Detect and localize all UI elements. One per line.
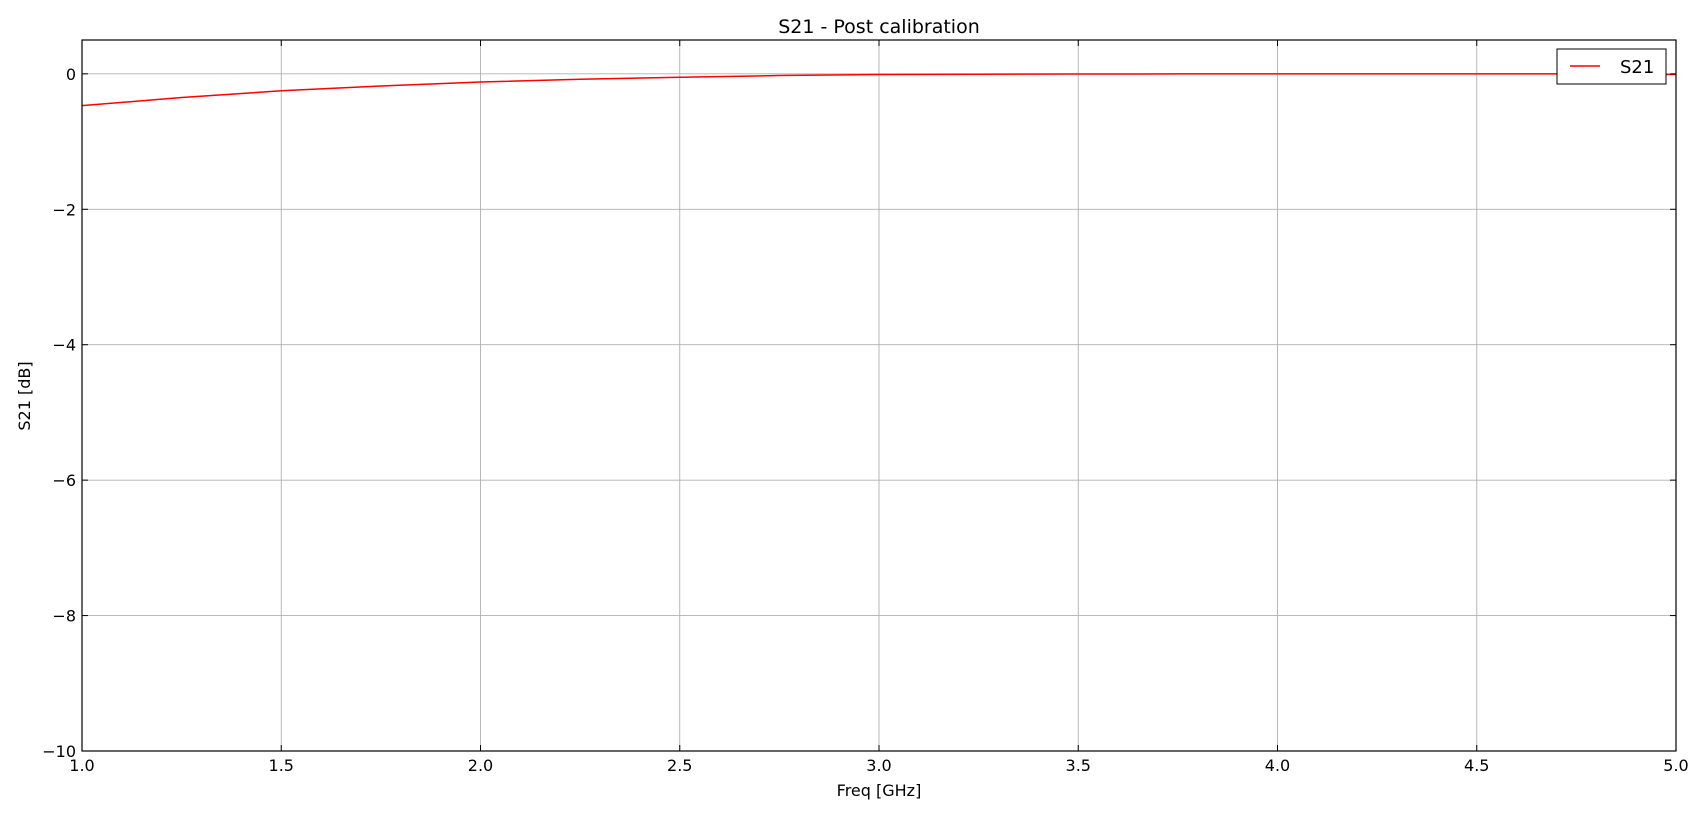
series-line-s21 bbox=[81, 73, 1677, 107]
x-tick-label: 3.5 bbox=[1066, 756, 1091, 775]
y-tick-label: −2 bbox=[52, 200, 76, 219]
y-tick-labels: 0 −2 −4 −6 −8 −10 bbox=[42, 65, 76, 761]
y-axis-label: S21 [dB] bbox=[15, 361, 34, 430]
x-axis-label: Freq [GHz] bbox=[837, 781, 922, 800]
x-tick-label: 4.5 bbox=[1464, 756, 1489, 775]
x-tick-label: 5.0 bbox=[1663, 756, 1688, 775]
y-tick-label: −4 bbox=[52, 336, 76, 355]
x-tick-labels: 1.0 1.5 2.0 2.5 3.0 3.5 4.0 4.5 5.0 bbox=[69, 756, 1688, 775]
plot-series bbox=[81, 73, 1677, 107]
x-tick-label: 2.0 bbox=[468, 756, 493, 775]
y-tick-label: 0 bbox=[66, 65, 76, 84]
y-tick-label: −10 bbox=[42, 742, 76, 761]
y-tick-label: −8 bbox=[52, 607, 76, 626]
legend-label-s21: S21 bbox=[1620, 57, 1654, 78]
chart-title: S21 - Post calibration bbox=[778, 16, 980, 38]
legend: S21 bbox=[1556, 48, 1667, 85]
x-tick-label: 1.0 bbox=[69, 756, 94, 775]
ticks bbox=[81, 40, 1677, 752]
y-tick-label: −6 bbox=[52, 471, 76, 490]
x-tick-label: 1.5 bbox=[269, 756, 294, 775]
x-tick-label: 3.0 bbox=[866, 756, 891, 775]
x-tick-label: 2.5 bbox=[667, 756, 692, 775]
x-tick-label: 4.0 bbox=[1265, 756, 1290, 775]
grid bbox=[81, 40, 1677, 752]
